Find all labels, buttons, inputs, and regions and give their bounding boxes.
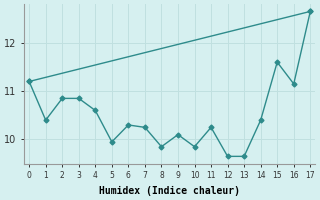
X-axis label: Humidex (Indice chaleur): Humidex (Indice chaleur) (99, 186, 240, 196)
